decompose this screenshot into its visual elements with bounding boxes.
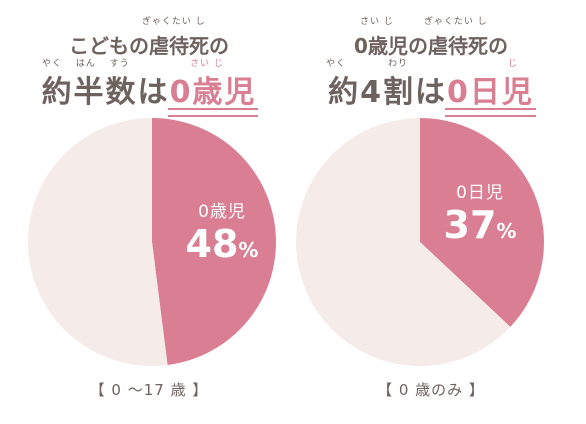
chart-caption: 【 0 ～17 歳 】 [89,381,209,399]
title-ruby: さい じ [360,17,394,27]
slice-label: 0歳児 [198,202,246,222]
chart-caption: 【 0 歳のみ 】 [377,381,485,399]
chart-panel-right: さい じ ぎゃくたい し 0歳児の虐待死の やく わり じ 約4割は0日児 0日… [296,0,566,424]
pie-slice-remainder [296,118,511,366]
slice-percent: 37% [424,203,536,253]
title-highlight: 0歳児 [167,67,259,117]
title-ruby: じ [508,59,519,69]
slice-label: 0日児 [456,183,504,203]
title-ruby: やく はん すう [42,59,130,69]
pie-chart [296,118,544,366]
slice-label-group: 0歳児 48% [166,197,278,272]
chart-title-line1: こどもの虐待死の [69,34,229,58]
pie-slice-highlight [152,118,276,366]
percent-unit: % [496,219,517,243]
chart-panel-left: ぎゃくたい し こどもの虐待死の やく はん すう さい じ 約半数は0歳児 0… [14,0,284,424]
title-ruby: ぎゃくたい し [424,17,488,27]
slice-label-group: 0日児 37% [424,178,536,253]
pie-chart [27,118,276,366]
slice-percent: 48% [166,222,278,272]
chart-title-line1: 0歳児の虐待死の [354,34,508,58]
pie-slice-highlight [420,118,544,327]
pie-slice-remainder [27,118,168,366]
title-prefix: 約4割は [328,75,447,110]
title-prefix: 約半数は [41,75,170,110]
chart-title-line2: 約4割は0日児 [296,67,566,117]
percent-number: 48 [185,222,239,266]
percent-unit: % [238,238,259,262]
title-highlight: 0日児 [445,67,536,117]
title-ruby: わり [388,59,409,69]
title-ruby: さい じ [190,59,224,69]
title-ruby: ぎゃくたい し [142,17,206,27]
chart-title-line2: 約半数は0歳児 [14,67,284,117]
percent-number: 37 [443,203,497,247]
title-ruby: やく [326,59,347,69]
